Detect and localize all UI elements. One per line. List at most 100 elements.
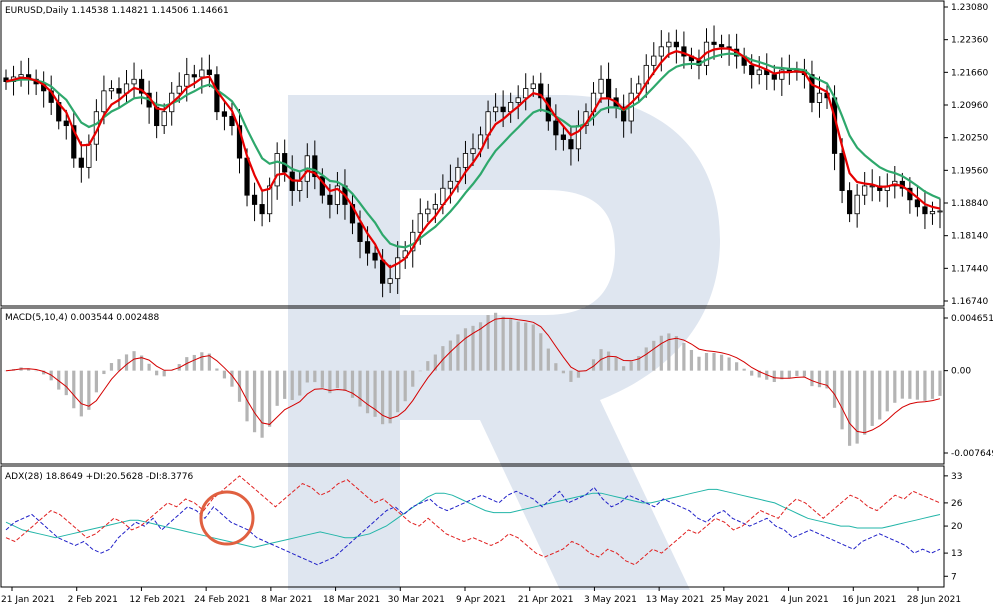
macd-bar (923, 370, 927, 401)
candle-body (71, 125, 77, 159)
candle-body (530, 83, 536, 89)
candle-body (116, 88, 122, 94)
candle-body (492, 106, 499, 113)
candle-body (658, 46, 664, 57)
candle-body (779, 69, 785, 80)
macd-bar (576, 370, 581, 378)
candle-body (515, 97, 521, 103)
macd-bar (463, 328, 468, 371)
macd-bar (750, 370, 754, 376)
plus-di-line (5, 486, 941, 566)
candle-body (651, 55, 657, 66)
macd-bar (139, 355, 144, 371)
macd-bar (787, 370, 791, 379)
price-tick-label: 1.22360 (951, 36, 988, 46)
macd-bar (117, 359, 121, 371)
candle-body (131, 78, 137, 85)
macd-bar (817, 370, 822, 388)
date-tick-label: 12 Feb 2021 (129, 595, 185, 605)
candle-body (327, 194, 333, 205)
candle-body (101, 90, 107, 113)
date-tick-label: 24 Feb 2021 (194, 595, 250, 605)
macd-bar (26, 368, 31, 371)
macd-bar (260, 370, 264, 438)
macd-bar (388, 370, 392, 424)
date-tick-label: 2 Feb 2021 (68, 595, 118, 605)
macd-bar (825, 370, 829, 389)
date-tick-label: 30 Mar 2021 (388, 595, 445, 605)
candle-body (297, 180, 303, 191)
macd-tick-label: -0.007649 (951, 449, 993, 459)
candle-body (598, 78, 604, 94)
macd-bar (358, 370, 362, 407)
candle-body (161, 111, 167, 127)
macd-bar (652, 340, 656, 371)
macd-bar (757, 370, 761, 378)
macd-bar (373, 370, 377, 417)
macd-series (4, 312, 942, 446)
candle-body (138, 78, 145, 94)
macd-bar (418, 370, 422, 372)
date-tick-label: 21 Apr 2021 (518, 595, 574, 605)
candle-body (63, 120, 69, 127)
minus-di-line (5, 475, 941, 566)
candle-body (425, 208, 431, 215)
candle-body (455, 166, 461, 182)
macd-bar (802, 370, 807, 377)
date-tick-label: 13 May 2021 (646, 595, 705, 605)
highlight-circle-marker (199, 490, 255, 546)
macd-bar (659, 335, 663, 371)
macd-bar (396, 370, 400, 413)
macd-bar (109, 363, 114, 371)
candle-body (387, 278, 393, 284)
macd-bar (252, 370, 257, 433)
macd-bar (335, 370, 340, 389)
macd-bar (200, 352, 204, 371)
candle-body (78, 157, 84, 168)
candle-body (395, 257, 401, 280)
macd-bar (275, 370, 279, 406)
macd-bar (328, 370, 332, 394)
candle-body (605, 78, 612, 99)
macd-bar (900, 370, 904, 399)
macd-bar (64, 370, 68, 396)
macd-signal-line (5, 317, 941, 434)
macd-bar (268, 370, 272, 427)
macd-bar (644, 347, 648, 371)
candle-body (621, 106, 627, 122)
date-tick-label: 16 Jun 2021 (842, 595, 896, 605)
macd-bar (606, 351, 611, 371)
macd-bar (57, 370, 61, 390)
candle-body (809, 74, 815, 103)
candle-body (749, 64, 755, 76)
candle-body (673, 41, 679, 48)
macd-bar (501, 316, 505, 371)
candle-body (267, 185, 273, 215)
candle-body (756, 69, 762, 76)
candle-body (560, 134, 566, 140)
candle-body (847, 190, 853, 215)
slow-ema-line (5, 52, 941, 249)
adx-header: ADX(28) 18.8649 +DI:20.5628 -DI:8.3776 (5, 472, 194, 482)
macd-bar (124, 354, 129, 371)
macd-bar (215, 368, 219, 371)
fast-ema-line (5, 47, 941, 269)
macd-bar (102, 370, 106, 375)
candle-body (816, 92, 823, 103)
macd-bar (298, 370, 302, 396)
candle-body (869, 185, 875, 188)
candle-body (500, 106, 506, 113)
candle-body (447, 180, 454, 189)
price-tick-label: 1.20960 (951, 101, 988, 111)
macd-tick-label: 0.004651 (951, 314, 993, 324)
macd-header: MACD(5,10,4) 0.003544 0.002488 (5, 313, 160, 323)
macd-bar (94, 370, 98, 393)
macd-bar (938, 370, 942, 396)
price-tick-label: 1.23080 (951, 3, 988, 13)
candle-body (191, 74, 197, 78)
macd-bar (132, 351, 136, 371)
adx-tick-label: 26 (951, 499, 963, 509)
macd-bar (72, 370, 76, 409)
macd-bar (403, 370, 407, 402)
